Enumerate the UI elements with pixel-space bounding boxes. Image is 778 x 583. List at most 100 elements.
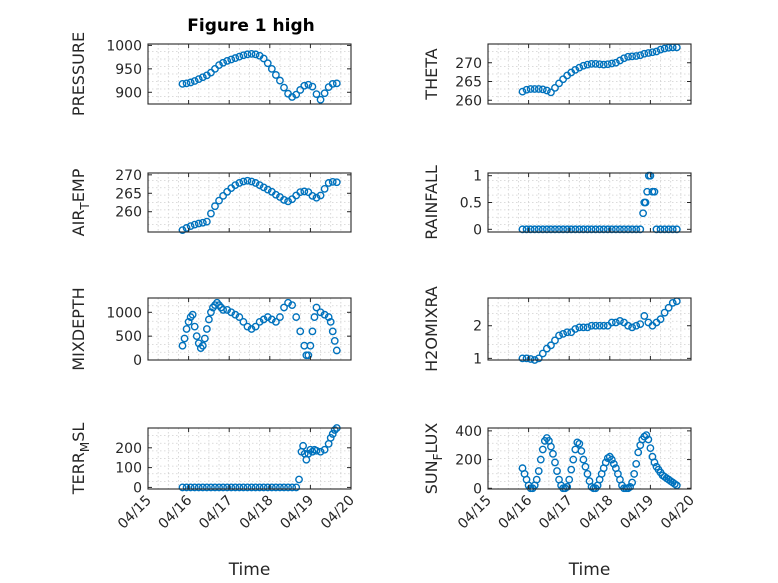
data-point bbox=[243, 322, 252, 331]
x-axis-label: Time bbox=[568, 560, 611, 580]
data-point bbox=[660, 308, 669, 317]
data-point bbox=[295, 475, 303, 484]
data-point bbox=[243, 176, 252, 185]
data-point bbox=[636, 51, 645, 60]
data-point bbox=[247, 177, 256, 186]
data-point bbox=[267, 64, 276, 73]
data-point bbox=[300, 81, 309, 90]
data-point bbox=[320, 310, 329, 319]
subplot-pressure: 900 950 1000 PRESSURE bbox=[69, 32, 352, 116]
gridlines bbox=[148, 173, 351, 232]
data-point bbox=[628, 52, 637, 61]
data-point bbox=[204, 315, 213, 324]
y-axis-label: THETA bbox=[422, 48, 441, 100]
y-tick-label: 270 bbox=[115, 168, 142, 184]
data-point bbox=[549, 449, 557, 458]
data-point bbox=[239, 317, 248, 326]
data-point bbox=[660, 44, 669, 53]
data-point bbox=[599, 321, 608, 330]
data-point bbox=[575, 439, 584, 448]
y-axis-label: PRESSURE bbox=[69, 32, 88, 116]
data-point bbox=[178, 226, 187, 235]
data-point bbox=[641, 198, 650, 207]
data-point bbox=[219, 58, 228, 67]
data-point bbox=[235, 313, 244, 321]
data-point bbox=[332, 79, 341, 88]
data-point bbox=[308, 82, 317, 91]
data-point bbox=[632, 321, 641, 330]
data-point bbox=[188, 310, 197, 319]
y-tick-label: 2 bbox=[473, 319, 482, 335]
data-point bbox=[223, 56, 232, 65]
data-point bbox=[251, 179, 260, 187]
data-point bbox=[611, 58, 620, 67]
data-point bbox=[547, 341, 555, 350]
data-point bbox=[587, 321, 596, 330]
data-point bbox=[555, 331, 563, 340]
data-point bbox=[259, 54, 268, 63]
data-point bbox=[219, 306, 228, 314]
y-tick-label: 265 bbox=[455, 75, 482, 91]
data-point bbox=[304, 80, 313, 89]
data-point bbox=[538, 445, 547, 454]
data-point bbox=[320, 445, 329, 454]
data-point bbox=[271, 483, 280, 492]
data-point bbox=[559, 329, 568, 338]
data-point bbox=[288, 93, 297, 101]
data-point bbox=[259, 315, 268, 324]
data-point bbox=[296, 327, 305, 336]
gridlines bbox=[488, 173, 691, 232]
data-point bbox=[652, 47, 661, 56]
data-point bbox=[235, 483, 244, 492]
data-point bbox=[255, 483, 264, 492]
data-point bbox=[534, 467, 543, 475]
data-point bbox=[328, 177, 337, 186]
data-point bbox=[247, 49, 256, 58]
data-point bbox=[243, 50, 252, 59]
data-point bbox=[198, 73, 207, 82]
data-point bbox=[251, 322, 260, 331]
data-markers bbox=[518, 171, 681, 234]
data-point bbox=[207, 308, 215, 317]
data-point bbox=[263, 313, 272, 321]
axes-box bbox=[147, 297, 352, 361]
data-point bbox=[280, 196, 288, 204]
data-point bbox=[190, 77, 199, 85]
y-tick-label: 1000 bbox=[106, 38, 142, 54]
data-point bbox=[634, 448, 643, 457]
data-point bbox=[316, 191, 325, 200]
gridlines bbox=[488, 298, 691, 360]
data-point bbox=[247, 325, 256, 333]
data-point bbox=[518, 354, 527, 363]
data-point bbox=[565, 475, 574, 484]
data-point bbox=[616, 316, 624, 325]
data-point bbox=[310, 313, 319, 321]
data-point bbox=[579, 455, 588, 464]
data-point bbox=[639, 209, 647, 218]
data-point bbox=[231, 54, 240, 62]
data-point bbox=[547, 88, 555, 97]
data-point bbox=[320, 89, 329, 98]
data-point bbox=[312, 193, 321, 202]
data-point bbox=[231, 181, 240, 190]
data-point bbox=[601, 458, 610, 467]
data-point bbox=[182, 325, 191, 333]
data-point bbox=[271, 71, 280, 79]
y-tick-label: 200 bbox=[115, 441, 142, 457]
data-point bbox=[263, 185, 272, 194]
data-point bbox=[316, 308, 325, 317]
figure-title: Figure 1 high bbox=[187, 16, 315, 36]
x-axis-label: Time bbox=[228, 560, 271, 580]
data-point bbox=[186, 222, 195, 231]
data-point bbox=[642, 431, 651, 440]
data-point bbox=[247, 483, 256, 492]
data-point bbox=[184, 317, 193, 326]
data-point bbox=[628, 478, 637, 487]
data-point bbox=[186, 483, 195, 492]
data-point bbox=[288, 483, 297, 492]
data-point bbox=[330, 426, 339, 434]
data-point bbox=[223, 306, 232, 314]
y-tick-label: 0 bbox=[133, 353, 142, 369]
data-point bbox=[292, 90, 301, 99]
